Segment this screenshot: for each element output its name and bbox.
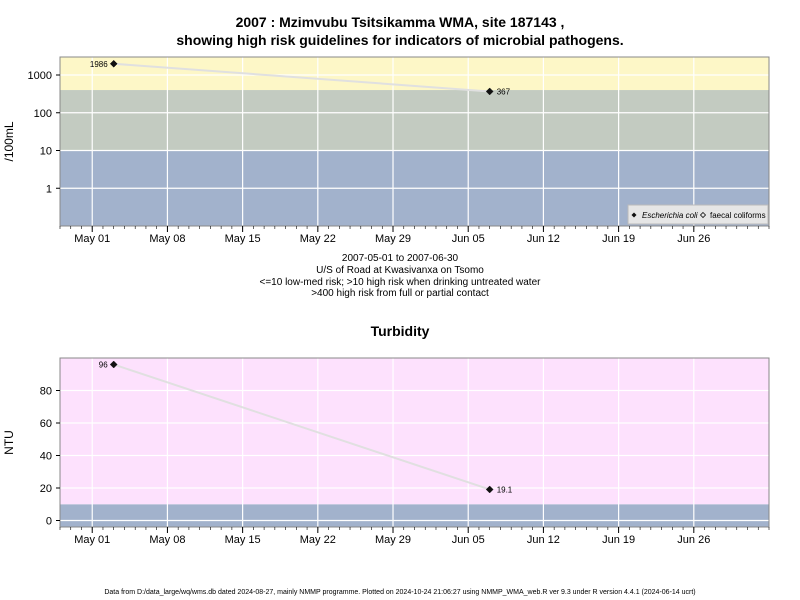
turbidity-series-line-0 [113,363,491,491]
microbial-xtick-label-1: May 08 [149,233,185,245]
microbial-data-label-0: 1986 [90,60,108,69]
microbial-ytick-label-0: 1 [46,183,52,195]
turbidity-data-label-1: 19.1 [497,485,513,494]
microbial-data-label-1: 367 [497,87,511,96]
microbial-risk-band-2 [60,57,769,91]
turbidity-xtick-label-3: May 22 [300,534,336,546]
microbial-xtick-label-2: May 15 [225,233,261,245]
faecal-coliforms-legend-label: faecal coliforms [710,211,766,220]
turbidity-chart-title: Turbidity [370,323,430,339]
microbial-xtick-label-3: May 22 [300,233,336,245]
microbial-data-point-0 [109,59,118,68]
microbial-xtick-label-7: Jun 19 [602,233,635,245]
microbial-ylabel: /100mL [2,121,16,161]
date-range-caption: 2007-05-01 to 2007-06-30 [341,253,459,264]
turbidity-data-point-1 [485,485,494,494]
chart-title-line1: 2007 : Mzimvubu Tsitsikamma WMA, site 18… [235,14,565,30]
contact-risk-caption: >400 high risk from full or partial cont… [311,288,489,299]
microbial-ytick-label-2: 100 [34,108,52,120]
turbidity-xtick-label-8: Jun 26 [677,534,710,546]
turbidity-risk-band-1 [60,358,769,505]
turbidity-xtick-label-0: May 01 [74,534,110,546]
microbial-xtick-label-8: Jun 26 [677,233,710,245]
chart-title-line2: showing high risk guidelines for indicat… [176,32,624,48]
turbidity-xtick-label-5: Jun 05 [452,534,485,546]
footer-note: Data from D:/data_large/wq/wms.db dated … [104,589,696,596]
microbial-legend-box [627,204,769,225]
turbidity-ytick-label-2: 40 [40,451,52,463]
turbidity-xtick-label-6: Jun 12 [527,534,560,546]
turbidity-risk-band-0 [60,504,769,527]
ecoli-legend-label: Escherichia coli [642,211,698,220]
turbidity-data-point-0 [109,360,118,369]
turbidity-xtick-label-7: Jun 19 [602,534,635,546]
turbidity-ytick-label-0: 0 [46,516,52,528]
turbidity-ytick-label-1: 20 [40,483,52,495]
ecoli-legend-marker [631,212,637,218]
turbidity-data-label-0: 96 [99,361,108,370]
site-location-caption: U/S of Road at Kwasivanxa on Tsomo [316,265,484,276]
microbial-ytick-label-3: 1000 [28,70,52,82]
microbial-series-line-0 [113,62,490,93]
turbidity-xtick-label-2: May 15 [225,534,261,546]
drinking-risk-caption: <=10 low-med risk; >10 high risk when dr… [259,277,541,288]
microbial-xtick-label-6: Jun 12 [527,233,560,245]
microbial-xtick-label-4: May 29 [375,233,411,245]
turbidity-xtick-label-4: May 29 [375,534,411,546]
turbidity-ylabel: NTU [2,430,16,455]
microbial-xtick-label-5: Jun 05 [452,233,485,245]
microbial-xtick-label-0: May 01 [74,233,110,245]
microbial-risk-band-1 [60,90,769,151]
turbidity-ytick-label-3: 60 [40,418,52,430]
microbial-data-point-1 [485,87,494,96]
turbidity-ytick-label-4: 80 [40,386,52,398]
turbidity-xtick-label-1: May 08 [149,534,185,546]
microbial-ytick-label-1: 10 [40,146,52,158]
faecal-coliforms-legend-marker [699,211,707,219]
